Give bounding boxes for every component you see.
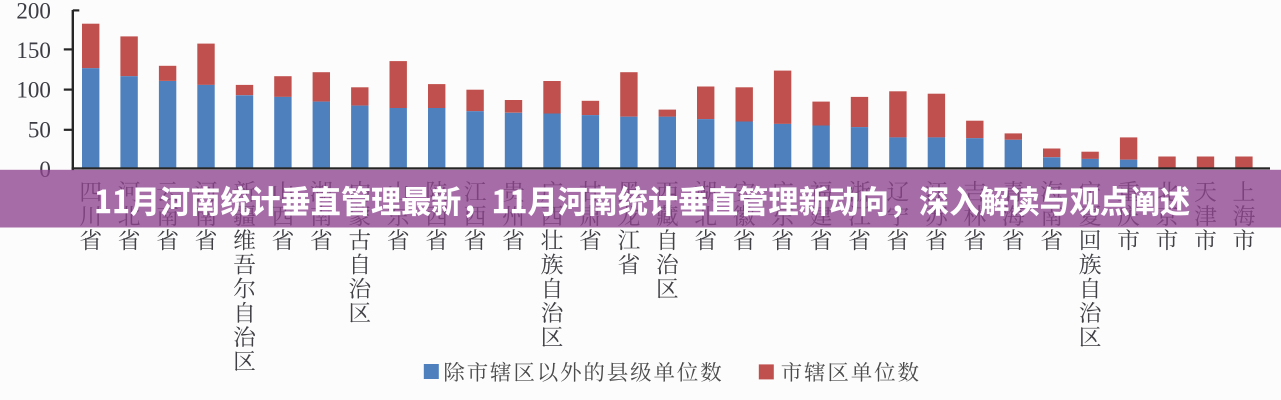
svg-text:100: 100 bbox=[16, 78, 51, 103]
svg-text:50: 50 bbox=[28, 117, 51, 142]
svg-text:150: 150 bbox=[16, 38, 51, 63]
svg-text:200: 200 bbox=[16, 0, 51, 24]
svg-text:0: 0 bbox=[39, 157, 51, 182]
